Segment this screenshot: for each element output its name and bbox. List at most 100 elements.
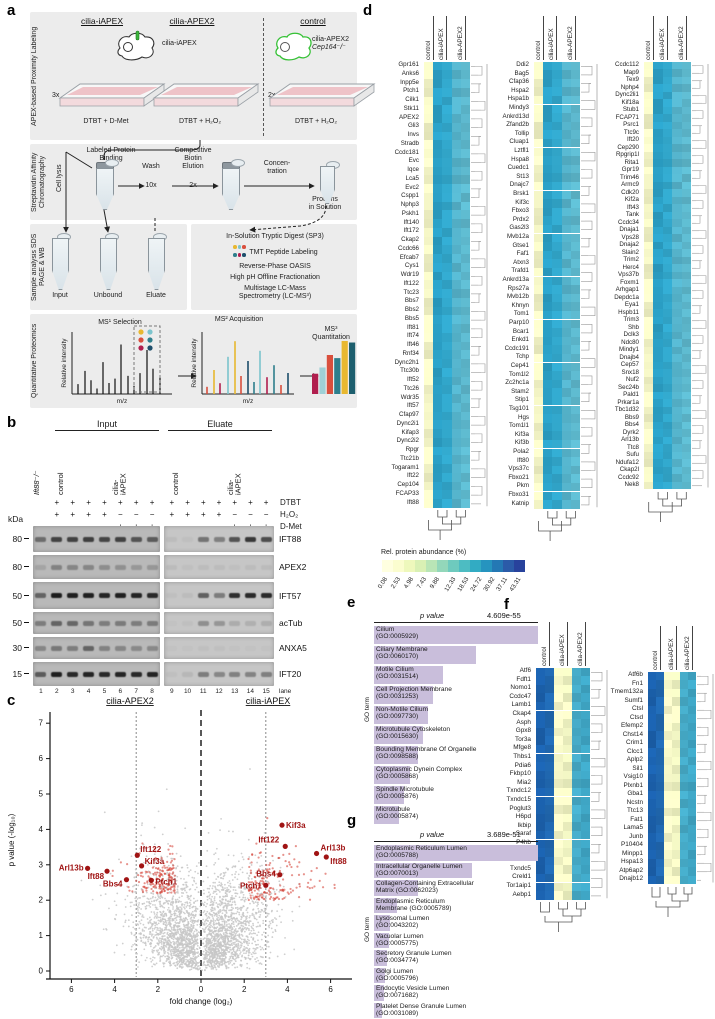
kda-tick xyxy=(24,594,29,596)
heatmap-cell xyxy=(581,882,590,892)
heatmap-cell xyxy=(543,431,553,440)
heatmap-cell xyxy=(554,744,563,754)
heatmap-cell xyxy=(680,807,688,816)
lane-group-label-0: Ift88⁻/⁻ xyxy=(31,470,41,495)
heatmap-cell xyxy=(572,727,581,737)
heatmap-cell xyxy=(442,455,452,464)
heatmap-cell xyxy=(545,839,554,849)
wb-band xyxy=(51,593,63,598)
treat-H₂O₂-lane6: − xyxy=(117,510,123,519)
heatmap-cell xyxy=(554,710,563,720)
heatmap-cell xyxy=(648,765,656,774)
legend-swatch xyxy=(492,560,503,572)
go-term-row: Non-Motile Cilium (GO:0097730) xyxy=(374,706,538,724)
heatmap-cell xyxy=(680,748,688,757)
svg-text:4: 4 xyxy=(112,985,117,994)
go-term-text: Endoplasmic Reticulum Membrane (GO:00057… xyxy=(376,897,452,912)
go-term-bar xyxy=(374,686,434,704)
ms2-title: MS² Acquisition xyxy=(214,316,264,323)
treat-DTBT-lane5: + xyxy=(102,498,107,507)
treat-H₂O₂-lane13: − xyxy=(232,510,238,519)
go-term-row: Endocytic Vesicle Lumen (GO:0071682) xyxy=(374,985,538,1001)
legend-tick: 24.72 xyxy=(469,576,484,593)
heatmap-cell xyxy=(653,444,663,452)
gene-label-Hspa13: Hspa13 xyxy=(620,858,643,865)
wash-n-label: 10x xyxy=(145,182,157,189)
heatmap-col-header-control: control xyxy=(652,626,661,670)
heatmap-cell xyxy=(680,714,688,723)
heatmap-cell xyxy=(672,816,680,825)
gene-label-Ckap2l: Ckap2l xyxy=(619,466,639,473)
heatmap-cell xyxy=(563,753,572,763)
heatmap-cell xyxy=(662,436,673,444)
heatmap-cell xyxy=(656,680,664,689)
gene-label-Bbs4: Bbs4 xyxy=(624,421,639,428)
heatmap-cell xyxy=(442,481,452,491)
col-dendrogram xyxy=(648,491,687,522)
treatment-control: DTBT + H₂O₂ xyxy=(294,118,338,125)
heatmap-cell xyxy=(664,773,672,782)
heatmap-cell xyxy=(572,796,581,806)
panel-e-go-list: Cilium (GO:0005929) Ciliary Membrane (GO:… xyxy=(374,626,538,826)
svg-text:6: 6 xyxy=(69,985,74,994)
heatmap-cell xyxy=(688,867,696,876)
treatment-row-label: DTBT xyxy=(280,498,301,507)
heatmap-cell xyxy=(644,474,654,482)
heatmap-cell xyxy=(545,813,554,823)
heatmap-cell xyxy=(545,787,554,797)
heatmap-cell xyxy=(680,705,688,714)
wb-band xyxy=(67,671,79,677)
heatmap-cell xyxy=(648,850,656,859)
heatmap-cell xyxy=(561,457,571,466)
wb-band xyxy=(244,536,256,542)
wb-band xyxy=(166,646,177,651)
wb-band xyxy=(166,593,177,598)
heatmap-cell xyxy=(572,873,581,883)
antibody-label: IFT20 xyxy=(279,669,302,679)
treat-DTBT-lane13: + xyxy=(232,498,238,507)
volcano-gene-label-Ift122: Ift122 xyxy=(258,835,279,844)
heatmap-col-header-cilia-iAPEX: cilia-iAPEX xyxy=(668,626,677,670)
heatmap-cell xyxy=(554,676,563,685)
heatmap-col-header-control: control xyxy=(541,622,550,666)
heatmap-cell xyxy=(648,705,656,714)
go-term-text: Vacuolar Lumen (GO:0005775) xyxy=(376,932,424,947)
input-tube-icon xyxy=(52,233,71,290)
heatmap-cell xyxy=(688,875,696,884)
volcano-gene-label-Bbs4: Bbs4 xyxy=(256,870,276,879)
wb-band xyxy=(130,671,142,677)
heatmap-cell xyxy=(672,459,682,467)
heatmap-cell xyxy=(460,446,470,456)
lane-group-label-1: control xyxy=(55,472,65,495)
antibody-label: IFT57 xyxy=(279,590,302,601)
gene-label-Nek8: Nek8 xyxy=(624,481,639,488)
panel-a-ms-box xyxy=(191,224,357,310)
treat-D-Met-lane13: + xyxy=(232,522,238,531)
heatmap-cell xyxy=(648,739,656,748)
heatmap-cell xyxy=(563,684,572,694)
heatmap-cell xyxy=(545,701,554,711)
heatmap-cell xyxy=(672,680,680,689)
wb-band xyxy=(146,536,158,542)
heatmap-cell xyxy=(680,799,688,808)
heatmap-cell xyxy=(572,753,581,763)
heatmap-cell xyxy=(680,680,688,689)
heatmap-cell xyxy=(424,472,434,482)
go-term-row: Collagen-Containing Extracellular Matrix… xyxy=(374,880,538,896)
cilia-iapex-cell-label: cilia-iAPEX xyxy=(162,40,197,47)
wb-band xyxy=(244,671,256,677)
heatmap-cell xyxy=(543,439,553,449)
heatmap-cell xyxy=(554,865,563,874)
heatmap-cell xyxy=(424,499,434,508)
legend-tick: 12.33 xyxy=(443,576,458,593)
heatmap-cell xyxy=(672,833,680,842)
go-term-bar xyxy=(374,950,388,966)
heatmap-cell xyxy=(688,841,696,850)
blot-IFT88-inp xyxy=(33,526,160,552)
heatmap-cell xyxy=(672,474,682,482)
wb-band xyxy=(182,671,194,677)
gene-label-Sumf1: Sumf1 xyxy=(624,696,643,704)
go-term-bar xyxy=(374,746,419,764)
blot-ANXA5-elu xyxy=(164,637,274,659)
svg-text:4: 4 xyxy=(39,825,44,834)
